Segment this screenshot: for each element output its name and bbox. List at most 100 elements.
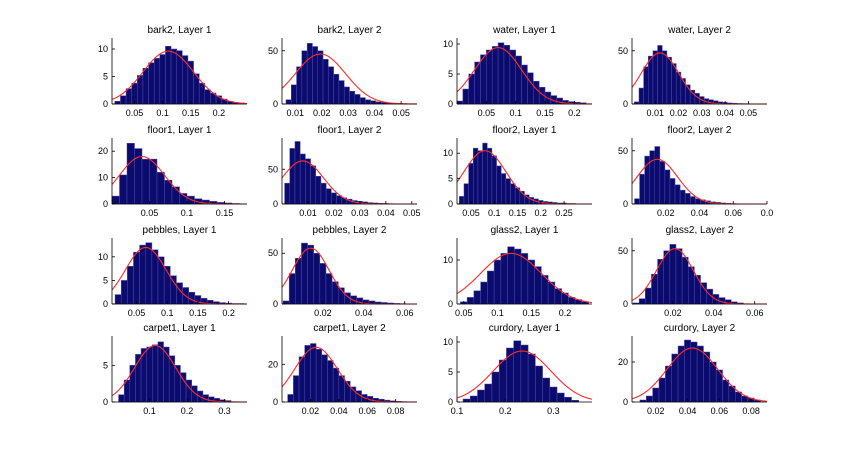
histogram-bar — [359, 97, 366, 105]
histogram-bar — [477, 389, 485, 403]
histogram-bar — [527, 353, 536, 403]
subplot-14: carpet1, Layer 2 0.02 0.04 0.06 0.08 0 20 — [268, 323, 417, 416]
x-tick-label: 0.15 — [182, 108, 200, 118]
histogram-bar — [139, 244, 146, 305]
subplot-2: bark2, Layer 2 0.01 0.02 0.03 0.04 0.05 0 50 — [268, 25, 418, 118]
subplot-title: floor1, Layer 1 — [148, 125, 212, 136]
x-tick-label: 0.01 — [647, 108, 665, 118]
subplot-title: floor2, Layer 1 — [493, 125, 557, 136]
histogram-bar — [643, 66, 649, 105]
x-tick-label: 0.06 — [711, 406, 729, 416]
histogram-bar — [514, 248, 522, 305]
histogram-bar — [151, 249, 159, 305]
histogram-bar — [466, 297, 475, 305]
histogram-bar — [354, 94, 361, 105]
histogram-bar — [336, 195, 342, 205]
histogram-bar — [506, 347, 514, 403]
x-tick-label: 0.05 — [128, 308, 146, 318]
histogram-bar — [696, 345, 704, 403]
histogram-bar — [310, 343, 317, 403]
histogram-bar — [145, 242, 153, 305]
histogram-bar — [497, 42, 505, 105]
histogram-bar — [542, 377, 551, 403]
x-tick-label: 0.03 — [693, 108, 711, 118]
histogram-bar — [468, 163, 474, 205]
histogram-bar — [170, 275, 177, 305]
x-tick-label: 0.2 — [222, 308, 235, 318]
x-tick-label: 0.02 — [647, 406, 665, 416]
subplot-9: pebbles, Layer 1 0.05 0.1 0.15 0.2 0 5 10 — [98, 225, 247, 318]
x-tick-label: 0.08 — [387, 406, 405, 416]
histogram-bar — [664, 169, 671, 205]
x-tick-label: 0.04 — [679, 406, 697, 416]
y-tick-label: 0 — [623, 199, 628, 209]
histogram-bar — [657, 45, 663, 105]
x-tick-label: 0.02 — [314, 308, 332, 318]
histogram-bar — [520, 253, 529, 305]
histogram-bar — [659, 161, 666, 205]
histogram-bar — [556, 392, 565, 403]
histogram-bar — [505, 178, 511, 205]
histogram-bar — [320, 182, 327, 205]
histogram-bar — [333, 73, 340, 105]
histogram-bar — [156, 172, 165, 205]
histogram-bar — [294, 141, 301, 205]
histogram-bar — [493, 259, 502, 305]
histogram-bar — [301, 50, 308, 105]
histogram-bar — [152, 344, 159, 403]
y-tick-label: 0 — [448, 99, 453, 109]
histogram-bar — [168, 355, 176, 403]
histogram-bar — [310, 165, 316, 205]
histogram-bar — [459, 196, 465, 205]
x-tick-label: 0.06 — [396, 308, 414, 318]
x-tick-label: 0.2 — [568, 108, 581, 118]
histogram-bar — [507, 246, 515, 305]
x-tick-label: 0.04 — [705, 308, 723, 318]
x-tick-label: 0.02 — [313, 108, 331, 118]
histogram-bar — [176, 282, 183, 305]
histogram-bar — [137, 75, 144, 105]
x-tick-label: 0.05 — [740, 108, 758, 118]
histogram-bar — [703, 351, 711, 403]
x-tick-label: 0.05 — [403, 208, 421, 218]
histogram-bar — [315, 348, 323, 403]
histogram-bar — [487, 147, 493, 205]
histogram-bar — [120, 280, 128, 305]
histogram-bar — [131, 82, 138, 105]
y-tick-label: 5 — [448, 367, 453, 377]
histogram-bar — [284, 182, 291, 205]
histogram-bar — [322, 59, 329, 105]
x-tick-label: 0.04 — [330, 406, 348, 416]
histogram-bar — [500, 253, 508, 305]
x-tick-label: 0.15 — [216, 208, 234, 218]
histogram-bar — [694, 275, 701, 305]
histogram-bar — [282, 300, 290, 305]
fit-curve — [281, 53, 418, 105]
y-tick-label: 20 — [618, 357, 628, 367]
subplot-title: bark2, Layer 1 — [148, 25, 212, 36]
x-tick-label: 0.25 — [555, 208, 573, 218]
histogram-bar — [669, 178, 676, 205]
histogram-bar — [648, 55, 654, 105]
subplot-7: floor2, Layer 1 0.05 0.1 0.15 0.2 0.25 0 5 10 — [443, 125, 592, 218]
histogram-bar — [666, 56, 672, 105]
fit-curve — [111, 50, 248, 105]
histogram-bar — [344, 381, 351, 403]
subplot-6: floor1, Layer 2 0.01 0.02 0.03 0.04 0.05 0 50 — [268, 125, 421, 218]
histogram-bar — [126, 143, 135, 205]
histogram-bar — [118, 394, 125, 403]
x-tick-label: 0.02 — [325, 208, 343, 218]
fit-curve — [456, 47, 592, 105]
histogram-bar — [700, 282, 707, 305]
x-tick-label: 0.2 — [181, 406, 194, 416]
histogram-bar — [491, 155, 497, 205]
y-tick-label: 0 — [103, 299, 108, 309]
histogram-bar — [321, 354, 328, 403]
histogram-bar — [638, 298, 646, 305]
x-tick-label: 0.03 — [351, 208, 369, 218]
x-tick-label: 0.1 — [181, 208, 194, 218]
x-tick-label: 0.04 — [366, 108, 384, 118]
histogram-bar — [349, 90, 356, 105]
subplot-1: bark2, Layer 1 0.05 0.1 0.15 0.2 0 5 10 — [98, 25, 248, 118]
histogram-bar — [463, 183, 469, 205]
